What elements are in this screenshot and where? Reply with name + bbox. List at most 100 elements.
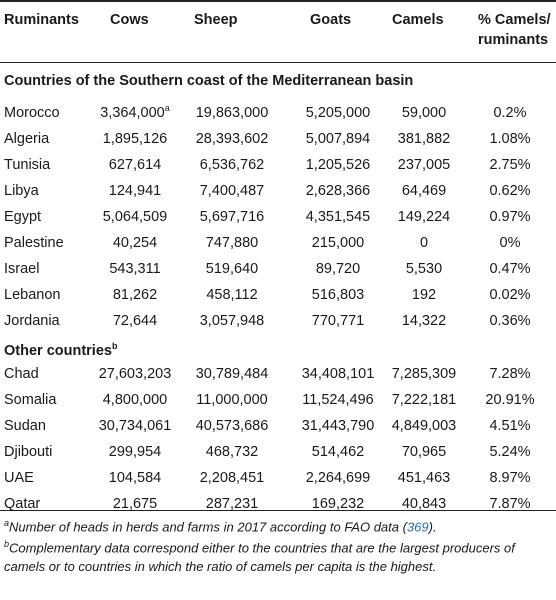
cell-sheep: 468,732 (178, 444, 286, 460)
table-row: Israel 543,311 519,640 89,720 5,530 0.47% (0, 257, 556, 283)
cell-goats-text: 215,000 (311, 235, 365, 251)
cell-sheep: 30,789,484 (178, 366, 286, 382)
cell-goats: 31,443,790 (290, 418, 386, 434)
footnote-a-end: ). (428, 519, 437, 535)
footnote-b-text: Complementary data correspond either to … (4, 540, 515, 575)
cell-country-text: Tunisia (4, 157, 51, 173)
cell-sheep-text: 11,000,000 (196, 392, 268, 408)
cell-goats-text: 34,408,101 (301, 366, 375, 382)
cell-goats: 5,007,894 (290, 131, 386, 147)
cell-camels: 7,222,181 (386, 392, 462, 408)
cell-pct: 5.24% (470, 444, 550, 460)
table-row: Qatar 21,675 287,231 169,232 40,843 7.87% (0, 492, 556, 518)
cell-country-text: Qatar (4, 496, 41, 512)
cell-goats: 2,264,699 (290, 470, 386, 486)
table-row: Lebanon 81,262 458,112 516,803 192 0.02% (0, 283, 556, 309)
cell-pct: 8.97% (470, 470, 550, 486)
cell-pct-text: 0.02% (489, 287, 531, 303)
table-row: Morocco 3,364,000a 19,863,000 5,205,000 59,0… (0, 101, 556, 127)
cell-cows: 627,614 (96, 157, 174, 173)
table-row: UAE 104,584 2,208,451 2,264,699 451,463 8.97% (0, 466, 556, 492)
cell-pct-text: 7.87% (489, 496, 531, 512)
cell-camels: 70,965 (386, 444, 462, 460)
cell-pct: 2.75% (470, 157, 550, 173)
cell-camels: 451,463 (386, 470, 462, 486)
cell-sheep: 40,573,686 (178, 418, 286, 434)
cell-camels-text: 7,285,309 (391, 366, 457, 382)
cell-goats: 11,524,496 (290, 392, 386, 408)
cell-country: Djibouti (4, 444, 52, 460)
footnote-a: aNumber of heads in herds and farms in 2… (4, 514, 552, 536)
cell-cows-text: 40,254 (112, 235, 158, 251)
cell-sheep: 2,208,451 (178, 470, 286, 486)
section-title-other: Other countriesb (4, 341, 118, 359)
cell-goats-text: 514,462 (311, 444, 365, 460)
header-pct-line2: ruminants (478, 32, 549, 48)
cell-sheep-text: 30,789,484 (195, 366, 269, 382)
cell-goats-text: 1,205,526 (305, 157, 371, 173)
cell-camels: 7,285,309 (386, 366, 462, 382)
cell-sheep-text: 519,640 (205, 261, 259, 277)
cell-country-text: Chad (4, 366, 39, 382)
cell-goats: 4,351,545 (290, 209, 386, 225)
cell-country: Sudan (4, 418, 46, 434)
cell-cows-text: 543,311 (109, 261, 161, 277)
table-row: Egypt 5,064,509 5,697,716 4,351,545 149,224 0… (0, 205, 556, 231)
cell-sheep: 747,880 (178, 235, 286, 251)
footnote-a-mark: a (4, 518, 10, 528)
cell-pct-text: 0.97% (489, 209, 531, 225)
cell-goats: 169,232 (290, 496, 386, 512)
cell-pct: 7.87% (470, 496, 550, 512)
cell-country: Jordania (4, 313, 60, 329)
cell-camels-text: 64,469 (401, 183, 447, 199)
cell-camels: 64,469 (386, 183, 462, 199)
header-sheep: Sheep (194, 12, 238, 28)
cell-cows: 299,954 (96, 444, 174, 460)
cell-camels-text: 5,530 (405, 261, 443, 277)
cell-cows: 30,734,061 (96, 418, 174, 434)
cell-country-text: Israel (4, 261, 40, 277)
cell-country-text: Egypt (4, 209, 42, 225)
cell-pct: 7.28% (470, 366, 550, 382)
cell-country-text: Somalia (4, 392, 57, 408)
cell-pct: 0.2% (470, 105, 550, 121)
cell-pct-text: 5.24% (489, 444, 531, 460)
cell-sheep-text: 5,697,716 (199, 209, 265, 225)
table-row: Somalia 4,800,000 11,000,000 11,524,496 7,22… (0, 388, 556, 414)
table-row: Palestine 40,254 747,880 215,000 0 0% (0, 231, 556, 257)
cell-sheep-text: 747,880 (205, 235, 259, 251)
cell-pct: 0.47% (470, 261, 550, 277)
cell-goats: 34,408,101 (290, 366, 386, 382)
cell-camels-text: 237,005 (397, 157, 451, 173)
cell-cows: 72,644 (96, 313, 174, 329)
cell-camels: 381,882 (386, 131, 462, 147)
cell-pct: 4.51% (470, 418, 550, 434)
footnote-a-text: Number of heads in herds and farms in 20… (9, 519, 407, 535)
cell-sheep-text: 6,536,762 (199, 157, 265, 173)
cell-camels-text: 70,965 (401, 444, 447, 460)
cell-country: Somalia (4, 392, 56, 408)
cell-cows: 5,064,509 (96, 209, 174, 225)
footnote-b-mark: b (4, 539, 10, 549)
cell-sheep: 458,112 (178, 287, 286, 303)
cell-country-text: Lebanon (4, 287, 61, 303)
cell-sheep-text: 458,112 (206, 287, 258, 303)
cell-camels: 4,849,003 (386, 418, 462, 434)
cell-cows-text: 27,603,203 (98, 366, 172, 382)
cell-camels-text: 381,882 (397, 131, 451, 147)
cell-camels: 40,843 (386, 496, 462, 512)
cell-cows-text: 124,941 (108, 183, 162, 199)
cell-country: Lebanon (4, 287, 60, 303)
cell-country-text: Algeria (4, 131, 50, 147)
cell-camels-text: 149,224 (397, 209, 451, 225)
cell-pct-text: 0.62% (489, 183, 531, 199)
cell-sheep: 28,393,602 (178, 131, 286, 147)
header-goats: Goats (310, 12, 352, 28)
cell-cows-text: 30,734,061 (98, 418, 172, 434)
cell-goats-text: 2,628,366 (305, 183, 371, 199)
section-title-other-text: Other countries (4, 343, 112, 359)
cell-country: Tunisia (4, 157, 50, 173)
cell-country: Qatar (4, 496, 40, 512)
footnote-a-ref-link[interactable]: 369 (406, 519, 429, 535)
cell-pct-text: 20.91% (485, 392, 535, 408)
